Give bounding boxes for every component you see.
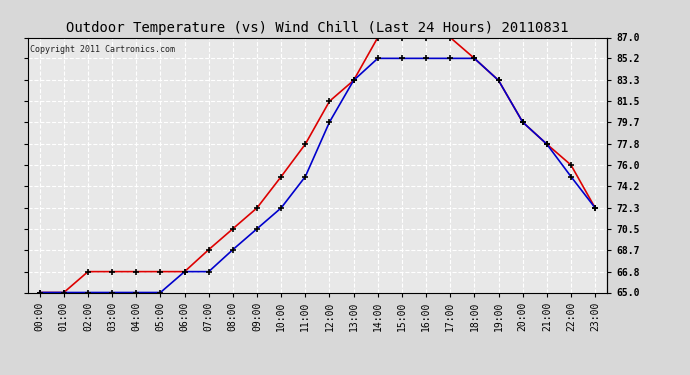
Text: Copyright 2011 Cartronics.com: Copyright 2011 Cartronics.com <box>30 45 175 54</box>
Title: Outdoor Temperature (vs) Wind Chill (Last 24 Hours) 20110831: Outdoor Temperature (vs) Wind Chill (Las… <box>66 21 569 35</box>
